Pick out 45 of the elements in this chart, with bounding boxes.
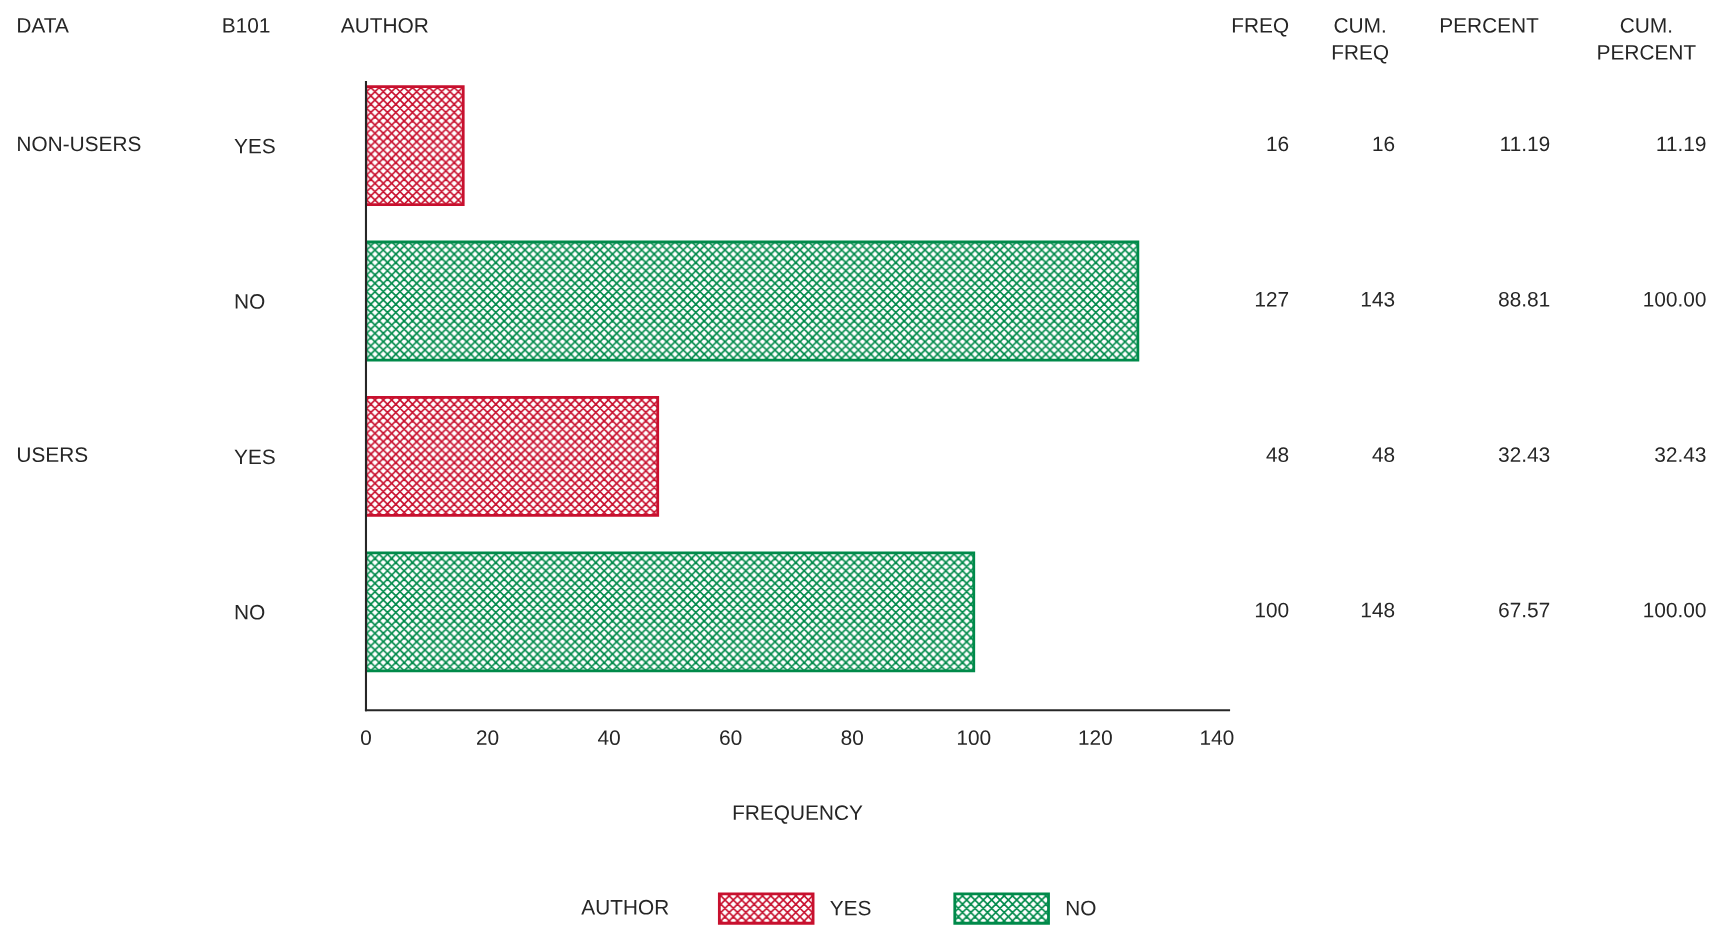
text: 67.57 (1499, 602, 1550, 618)
text: 100.00 (1644, 602, 1706, 618)
bar (365, 240, 1140, 362)
text: USERS (18, 447, 88, 463)
text: 16 (1373, 136, 1395, 152)
text: 32.43 (1655, 447, 1706, 463)
x-tick-label: 120 (1079, 730, 1112, 746)
bar (365, 551, 976, 673)
text: AUTHOR (340, 18, 428, 33)
y-tick-label: YES (234, 449, 275, 465)
text: 32.43 (1498, 447, 1550, 463)
text: 16 (1267, 136, 1289, 152)
text: 100.00 (1644, 291, 1706, 307)
legend-label: NO (1066, 900, 1096, 916)
text: 11.19 (1657, 136, 1706, 152)
x-tick-label: 100 (957, 730, 991, 746)
x-tick-label: 20 (477, 730, 499, 746)
y-tick-label: NO (235, 294, 265, 309)
text: PERCENT (1440, 18, 1539, 33)
y-tick-label: NO (235, 604, 265, 620)
bar (365, 396, 660, 517)
text: 11.19 (1501, 136, 1550, 152)
text: 148 (1361, 602, 1395, 618)
x-tick-label: 140 (1201, 730, 1234, 746)
text: NON-USERS (18, 136, 141, 152)
bar (365, 85, 465, 207)
text: 48 (1266, 447, 1289, 463)
text: 127 (1255, 291, 1289, 307)
text: 143 (1361, 291, 1395, 307)
text: FREQ (1232, 18, 1289, 37)
x-tick-label: 0 (361, 730, 371, 746)
x-tick-label: 80 (841, 730, 863, 746)
text: 48 (1372, 447, 1395, 463)
legend-title: AUTHOR (581, 899, 669, 915)
legend-label: YES (830, 900, 871, 916)
text: 100 (1255, 602, 1289, 618)
x-axis-title: FREQUENCY (733, 805, 863, 824)
x-tick-label: 40 (597, 730, 620, 746)
y-tick-label: YES (234, 138, 275, 154)
x-tick-label: 60 (720, 730, 742, 746)
text: 88.81 (1499, 291, 1550, 307)
text: B101 (223, 18, 270, 33)
text: CUM. FREQ (1332, 18, 1389, 64)
text: DATA (18, 18, 69, 33)
text: CUM. PERCENT (1598, 18, 1696, 60)
